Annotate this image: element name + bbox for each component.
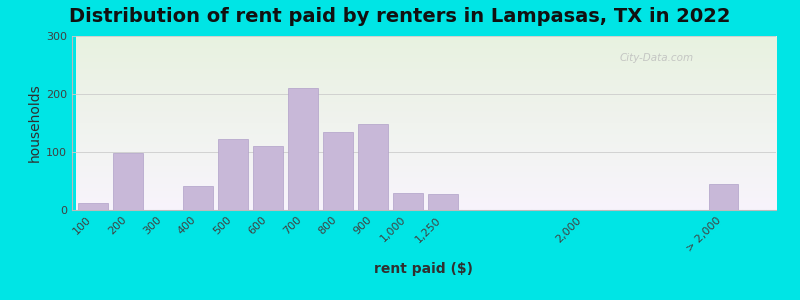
Bar	[288, 88, 318, 210]
Bar	[254, 146, 283, 210]
Bar	[218, 139, 248, 210]
Bar	[113, 153, 143, 210]
Bar	[709, 184, 738, 210]
Text: Distribution of rent paid by renters in Lampasas, TX in 2022: Distribution of rent paid by renters in …	[70, 8, 730, 26]
Bar	[323, 132, 353, 210]
Bar	[358, 124, 388, 210]
Bar	[78, 203, 108, 210]
Bar	[394, 193, 423, 210]
Y-axis label: households: households	[28, 84, 42, 162]
Bar	[183, 186, 213, 210]
X-axis label: rent paid ($): rent paid ($)	[374, 262, 474, 276]
Text: City-Data.com: City-Data.com	[619, 53, 694, 63]
Bar	[428, 194, 458, 210]
